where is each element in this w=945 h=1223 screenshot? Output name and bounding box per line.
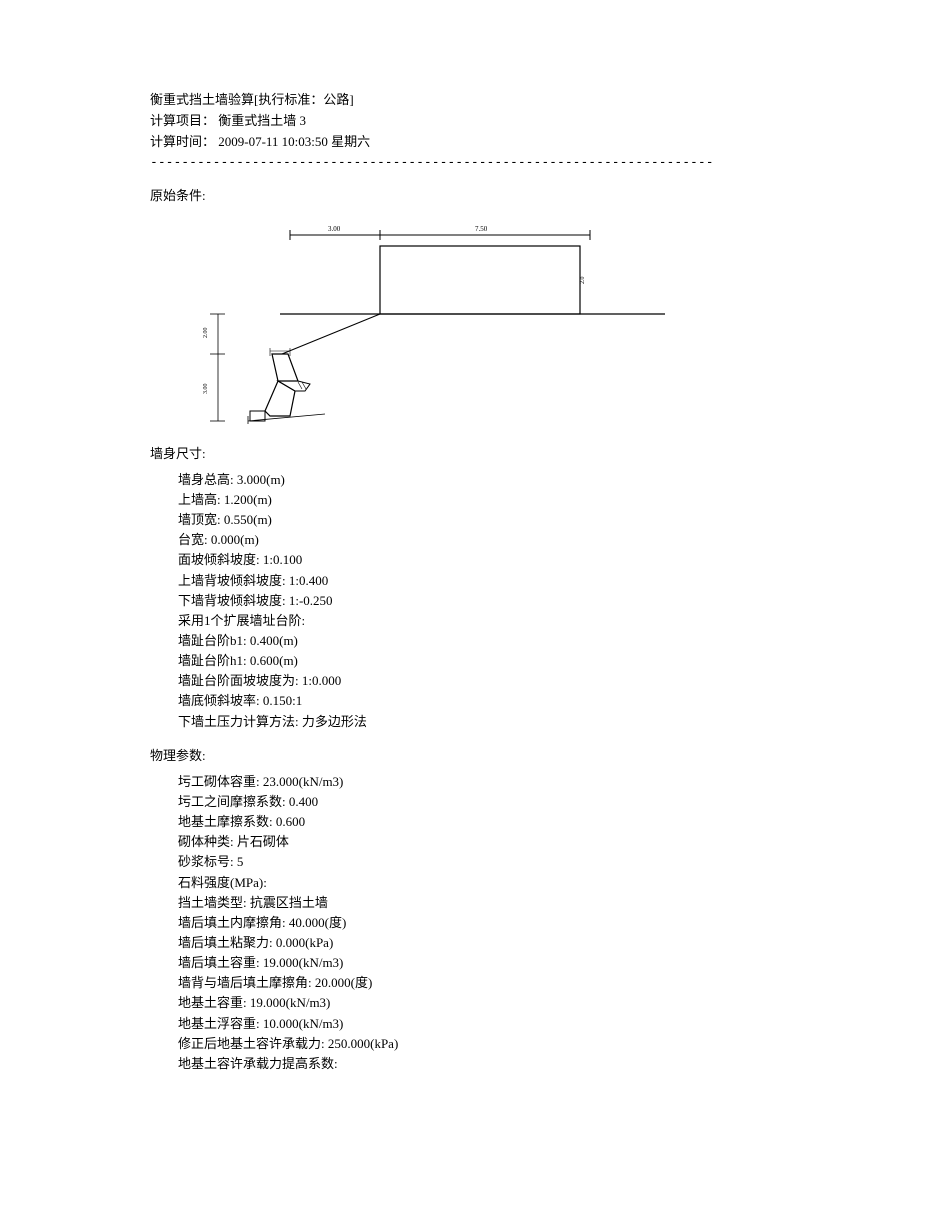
project-line: 计算项目： 衡重式挡土墙 3 [150,111,945,131]
list-item: 石料强度(MPa): [178,873,945,893]
dim-vert-upper: 2.00 [203,327,209,338]
list-item: 圬工之间摩擦系数: 0.400 [178,792,945,812]
wall-diagram: 3.00 7.50 2.0 2.00 3.00 [170,216,670,426]
list-item: 砌体种类: 片石砌体 [178,832,945,852]
wall-dims-title: 墙身尺寸: [150,444,945,464]
list-item: 下墙土压力计算方法: 力多边形法 [178,712,945,732]
list-item: 墙趾台阶面坡坡度为: 1:0.000 [178,671,945,691]
list-item: 地基土容许承载力提高系数: [178,1054,945,1074]
list-item: 墙身总高: 3.000(m) [178,470,945,490]
list-item: 地基土摩擦系数: 0.600 [178,812,945,832]
list-item: 砂浆标号: 5 [178,852,945,872]
wall-dims-list: 墙身总高: 3.000(m)上墙高: 1.200(m)墙顶宽: 0.550(m)… [150,470,945,732]
list-item: 墙底倾斜坡率: 0.150:1 [178,691,945,711]
list-item: 挡土墙类型: 抗震区挡土墙 [178,893,945,913]
initial-conditions-title: 原始条件: [150,186,945,206]
time-line: 计算时间： 2009-07-11 10:03:50 星期六 [150,132,945,152]
list-item: 下墙背坡倾斜坡度: 1:-0.250 [178,591,945,611]
list-item: 墙后填土容重: 19.000(kN/m3) [178,953,945,973]
phys-params-title: 物理参数: [150,746,945,766]
list-item: 圬工砌体容重: 23.000(kN/m3) [178,772,945,792]
list-item: 地基土容重: 19.000(kN/m3) [178,993,945,1013]
list-item: 墙趾台阶b1: 0.400(m) [178,631,945,651]
separator-line: ----------------------------------------… [150,153,790,173]
list-item: 修正后地基土容许承载力: 250.000(kPa) [178,1034,945,1054]
dim-left-label: 3.00 [328,225,341,233]
list-item: 墙背与墙后填土摩擦角: 20.000(度) [178,973,945,993]
phys-params-list: 圬工砌体容重: 23.000(kN/m3)圬工之间摩擦系数: 0.400地基土摩… [150,772,945,1074]
list-item: 上墙高: 1.200(m) [178,490,945,510]
title-line: 衡重式挡土墙验算[执行标准：公路] [150,90,945,110]
list-item: 墙顶宽: 0.550(m) [178,510,945,530]
svg-text:2.0: 2.0 [580,276,586,284]
list-item: 台宽: 0.000(m) [178,530,945,550]
list-item: 面坡倾斜坡度: 1:0.100 [178,550,945,570]
dim-vert-lower: 3.00 [203,383,209,394]
list-item: 上墙背坡倾斜坡度: 1:0.400 [178,571,945,591]
list-item: 墙后填土粘聚力: 0.000(kPa) [178,933,945,953]
dim-right-label: 7.50 [475,225,488,233]
list-item: 地基土浮容重: 10.000(kN/m3) [178,1014,945,1034]
list-item: 采用1个扩展墙址台阶: [178,611,945,631]
list-item: 墙趾台阶h1: 0.600(m) [178,651,945,671]
list-item: 墙后填土内摩擦角: 40.000(度) [178,913,945,933]
